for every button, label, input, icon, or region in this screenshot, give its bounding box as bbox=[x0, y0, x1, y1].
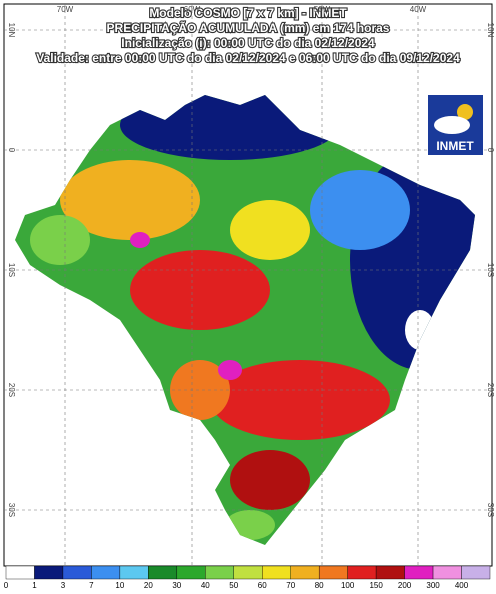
title-line: Validade: entre 00:00 UTC do dia 02/12/2… bbox=[36, 51, 460, 65]
legend-swatch bbox=[404, 565, 434, 580]
legend-swatch bbox=[233, 565, 263, 580]
legend-swatch bbox=[318, 565, 348, 580]
legend-swatch bbox=[91, 565, 121, 580]
legend-swatch bbox=[148, 565, 178, 580]
legend-swatch bbox=[432, 565, 462, 580]
legend-label: 400 bbox=[455, 581, 469, 590]
legend-swatch bbox=[5, 565, 35, 580]
lat-label: 10N bbox=[7, 23, 16, 38]
legend-label: 60 bbox=[258, 581, 267, 590]
legend-label: 3 bbox=[61, 581, 66, 590]
graticule bbox=[4, 4, 492, 566]
lat-label: 0 bbox=[486, 148, 495, 153]
legend-label: 150 bbox=[369, 581, 383, 590]
legend-swatch bbox=[461, 565, 491, 580]
title-line: PRECIPITAÇÃO ACUMULADA (mm) em 174 horas bbox=[107, 20, 390, 35]
legend-label: 20 bbox=[144, 581, 153, 590]
lat-label: 30S bbox=[486, 503, 495, 517]
legend-swatch bbox=[262, 565, 291, 580]
lon-label: 50W bbox=[314, 5, 331, 14]
logo-text: INMET bbox=[436, 139, 474, 153]
title-line: Modelo COSMO [7 x 7 km] - INMET bbox=[149, 6, 347, 20]
legend-swatch bbox=[347, 565, 377, 580]
legend-label: 40 bbox=[201, 581, 210, 590]
lon-label: 60W bbox=[184, 5, 201, 14]
legend-swatch bbox=[176, 565, 206, 580]
legend-label: 10 bbox=[115, 581, 124, 590]
legend-label: 1 bbox=[32, 581, 37, 590]
lat-label: 10S bbox=[7, 263, 16, 277]
legend-swatch bbox=[205, 565, 234, 580]
lon-label: 40W bbox=[410, 5, 427, 14]
legend-label: 80 bbox=[315, 581, 324, 590]
legend-swatch bbox=[119, 565, 149, 580]
lat-label: 20S bbox=[7, 383, 16, 397]
legend-label: 50 bbox=[229, 581, 238, 590]
legend-swatch bbox=[34, 565, 64, 580]
legend-label: 7 bbox=[89, 581, 94, 590]
lon-label: 70W bbox=[57, 5, 74, 14]
lat-label: 10N bbox=[486, 23, 495, 38]
legend-label: 70 bbox=[286, 581, 295, 590]
legend-swatch bbox=[375, 565, 405, 580]
legend-label: 30 bbox=[172, 581, 181, 590]
lat-label: 20S bbox=[486, 383, 495, 397]
legend-swatch bbox=[290, 565, 320, 580]
title-line: Inicialização (i): 00:00 UTC do dia 02/1… bbox=[121, 36, 375, 50]
lat-label: 30S bbox=[7, 503, 16, 517]
legend-label: 200 bbox=[398, 581, 412, 590]
legend-label: 100 bbox=[341, 581, 355, 590]
lat-label: 0 bbox=[7, 148, 16, 153]
lat-label: 10S bbox=[486, 263, 495, 277]
legend-label: 300 bbox=[426, 581, 440, 590]
legend-label: 0 bbox=[4, 581, 9, 590]
logo: INMET bbox=[428, 95, 483, 155]
legend-swatch bbox=[62, 565, 92, 580]
